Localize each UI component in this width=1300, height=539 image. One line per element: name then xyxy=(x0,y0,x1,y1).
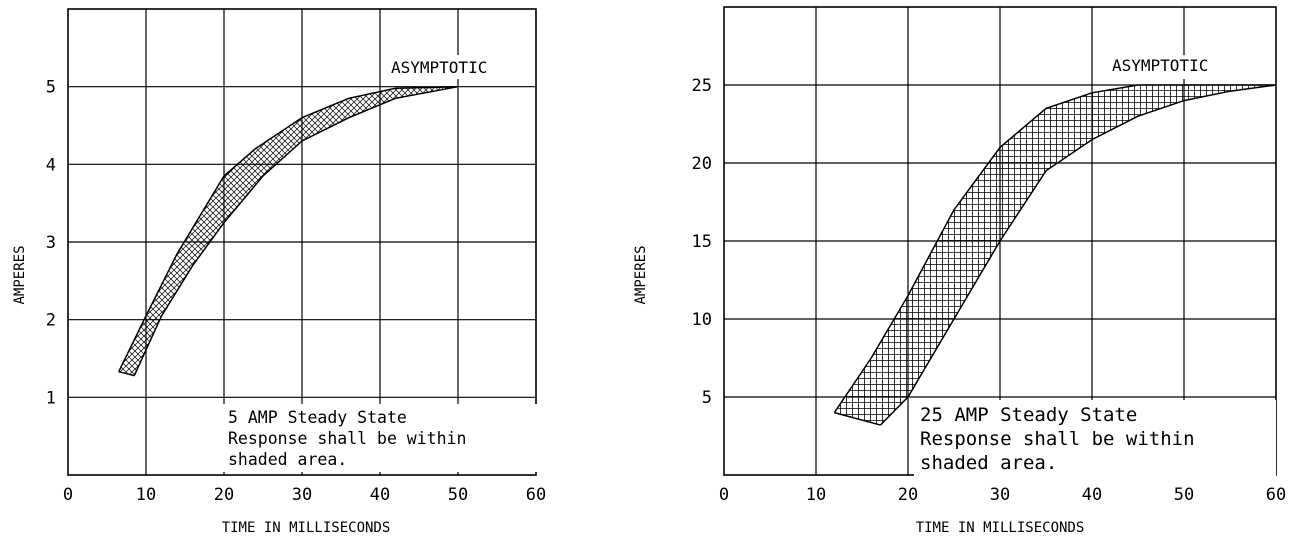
chart-5-amp-y-tick-4: 4 xyxy=(46,155,56,175)
chart-5-amp-y-tick-3: 3 xyxy=(46,233,56,253)
svg-text:5 AMP Steady State Respo: 5 AMP Steady State Response shall be wit… xyxy=(228,408,476,469)
chart-5-amp-x-axis-label: TIME IN MILLISECONDS xyxy=(222,520,391,536)
chart-25-amp-band-start-edge xyxy=(834,411,881,426)
chart-25-amp-x-tick-50: 50 xyxy=(1174,485,1194,505)
chart-25-amp-note-bg xyxy=(914,400,1276,476)
chart-25-amp-x-tick-10: 10 xyxy=(806,485,826,505)
chart-5-amp-x-tick-40: 40 xyxy=(370,485,390,505)
chart-25-amp-note-line-2: Response shall be within xyxy=(920,428,1195,450)
chart-5-amp: 0 10 20 30 40 50 60 1 2 3 4 5 TIME IN MILLISECONDS… xyxy=(12,8,547,536)
chart-25-amp-note-line-1: 25 AMP Steady State xyxy=(920,404,1137,426)
chart-5-amp-x-tick-50: 50 xyxy=(448,485,468,505)
chart-25-amp-note-line-3: shaded area. xyxy=(920,452,1057,474)
chart-25-amp-band xyxy=(833,84,1277,426)
chart-5-amp-y-ticks: 1 2 3 4 5 xyxy=(46,78,56,409)
chart-5-amp-shaded-area xyxy=(118,86,458,376)
chart-25-amp-y-tick-15: 15 xyxy=(692,232,712,252)
chart-5-amp-x-tick-10: 10 xyxy=(136,485,156,505)
chart-25-amp-y-axis-label: AMPERES xyxy=(633,245,649,304)
chart-25-amp-lower-bound-line xyxy=(879,84,1277,426)
chart-25-amp-x-tick-40: 40 xyxy=(1082,485,1102,505)
chart-25-amp-x-tick-20: 20 xyxy=(898,485,918,505)
chart-5-amp-x-tick-60: 60 xyxy=(526,485,546,505)
chart-5-amp-y-tick-1: 1 xyxy=(46,388,56,408)
chart-5-amp-x-ticks: 0 10 20 30 40 50 60 xyxy=(63,485,546,505)
chart-5-amp-band xyxy=(118,85,459,377)
chart-25-amp-y-ticks: 5 10 15 20 25 xyxy=(692,76,712,408)
chart-25-amp-x-ticks: 0 10 20 30 40 50 60 xyxy=(719,485,1286,505)
chart-25-amp-x-tick-0: 0 xyxy=(719,485,729,505)
chart-5-amp-annotation-bg xyxy=(384,55,494,79)
chart-5-amp-asymptotic-label: ASYMPTOTIC xyxy=(391,58,487,77)
chart-5-amp-note-line-1: 5 AMP Steady State xyxy=(228,408,407,427)
chart-25-amp-x-tick-60: 60 xyxy=(1266,485,1286,505)
chart-25-amp: 0 10 20 30 40 50 60 5 10 15 20 25 TIME IN MILLISEC… xyxy=(633,6,1286,536)
chart-5-amp-note-line-3: shaded area. xyxy=(228,450,347,469)
chart-5-amp-note-bg xyxy=(222,404,547,472)
chart-25-amp-y-tick-10: 10 xyxy=(692,310,712,330)
chart-5-amp-y-axis-label: AMPERES xyxy=(12,245,28,304)
chart-5-amp-note-line-2: Response shall be within xyxy=(228,429,466,448)
chart-25-amp-y-tick-5: 5 xyxy=(702,388,712,408)
chart-25-amp-y-tick-20: 20 xyxy=(692,154,712,174)
chart-5-amp-band-start-edge xyxy=(118,370,135,377)
chart-5-amp-x-tick-20: 20 xyxy=(214,485,234,505)
svg-text:25 AMP Steady State Resp: 25 AMP Steady State Response shall be wi… xyxy=(920,404,1206,474)
chart-25-amp-x-tick-30: 30 xyxy=(990,485,1010,505)
chart-5-amp-y-tick-5: 5 xyxy=(46,78,56,98)
chart-25-amp-x-axis-label: TIME IN MILLISECONDS xyxy=(916,520,1085,536)
chart-5-amp-frame xyxy=(67,8,537,476)
chart-25-amp-annotation-bg xyxy=(1104,55,1254,79)
chart-25-amp-upper-bound-line xyxy=(833,84,1276,414)
chart-5-amp-lower-bound-line xyxy=(133,85,459,376)
chart-25-amp-y-tick-25: 25 xyxy=(692,76,712,96)
chart-25-amp-asymptotic-label: ASYMPTOTIC xyxy=(1112,56,1208,75)
chart-5-amp-y-tick-2: 2 xyxy=(46,311,56,331)
chart-5-amp-upper-bound-line xyxy=(118,85,459,373)
chart-25-amp-shaded-area xyxy=(834,85,1276,426)
chart-5-amp-x-tick-30: 30 xyxy=(292,485,312,505)
chart-5-amp-x-tick-0: 0 xyxy=(63,485,73,505)
